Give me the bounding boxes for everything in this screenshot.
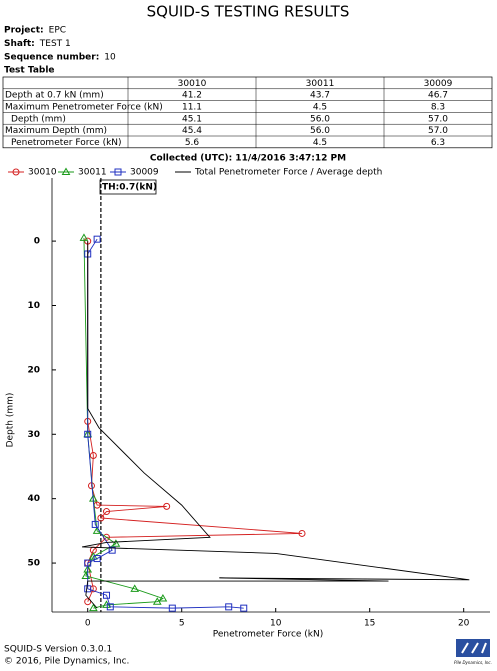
marker bbox=[163, 502, 171, 510]
y-tick-label: 40 bbox=[27, 494, 40, 504]
series-line bbox=[81, 241, 470, 609]
legend-label: 30009 bbox=[130, 168, 159, 178]
field-label: Project: bbox=[4, 26, 44, 36]
marker bbox=[88, 603, 98, 612]
x-tick-label: 5 bbox=[179, 619, 185, 629]
marker bbox=[84, 559, 92, 567]
y-tick-label: 30 bbox=[27, 430, 40, 440]
marker bbox=[93, 555, 101, 563]
marker bbox=[152, 597, 162, 605]
cell: 11.1 bbox=[182, 103, 202, 113]
threshold-label: TH:0.7(kN) bbox=[102, 183, 157, 193]
y-tick-label: 50 bbox=[27, 559, 40, 569]
marker bbox=[158, 593, 168, 602]
marker bbox=[12, 168, 20, 176]
marker bbox=[114, 168, 122, 176]
cell: 57.0 bbox=[428, 114, 448, 124]
marker bbox=[93, 235, 101, 243]
marker bbox=[225, 603, 233, 611]
legend-label: 30010 bbox=[28, 168, 57, 178]
cell: 45.4 bbox=[182, 126, 202, 136]
legend-label: 30011 bbox=[78, 168, 107, 178]
y-tick-label: 0 bbox=[34, 237, 40, 247]
version: SQUID-S Version 0.3.0.1 bbox=[4, 645, 112, 655]
legend-label: Total Penetrometer Force / Average depth bbox=[194, 168, 382, 178]
cell: 56.0 bbox=[310, 114, 330, 124]
row-label: Penetrometer Force (kN) bbox=[11, 138, 122, 148]
cell: 6.3 bbox=[431, 138, 445, 148]
marker bbox=[97, 514, 105, 522]
marker bbox=[103, 508, 111, 516]
column-header: 30010 bbox=[178, 79, 207, 89]
cell: 4.5 bbox=[313, 138, 327, 148]
field-value: EPC bbox=[49, 26, 66, 36]
series-line bbox=[87, 238, 244, 609]
y-axis-label: Depth (mm) bbox=[6, 393, 16, 448]
marker bbox=[130, 584, 140, 592]
marker bbox=[108, 546, 116, 554]
cell: 41.2 bbox=[182, 91, 202, 101]
row-label: Maximum Depth (mm) bbox=[5, 126, 107, 136]
cell: 5.6 bbox=[185, 138, 200, 148]
marker bbox=[79, 233, 89, 241]
series-line bbox=[87, 241, 303, 602]
marker bbox=[84, 585, 92, 593]
cell: 8.3 bbox=[431, 103, 445, 113]
logo-mark bbox=[461, 642, 487, 654]
marker bbox=[106, 603, 114, 611]
copyright: © 2016, Pile Dynamics, Inc. bbox=[4, 657, 129, 667]
marker bbox=[91, 520, 99, 528]
cell: 43.7 bbox=[310, 91, 330, 101]
marker bbox=[168, 604, 176, 612]
x-tick-label: 20 bbox=[458, 619, 470, 629]
cell: 56.0 bbox=[310, 126, 330, 136]
marker bbox=[111, 539, 121, 547]
marker bbox=[88, 552, 98, 560]
marker bbox=[103, 591, 111, 599]
title: SQUID-S TESTING RESULTS bbox=[147, 3, 350, 21]
subtitle: Collected (UTC): 11/4/2016 3:47:12 PM bbox=[150, 154, 346, 164]
marker bbox=[84, 598, 92, 606]
cell: 57.0 bbox=[428, 126, 448, 136]
field-value: TEST 1 bbox=[39, 39, 71, 49]
marker bbox=[102, 600, 111, 608]
x-axis-label: Penetrometer Force (kN) bbox=[213, 630, 324, 640]
column-header: 30009 bbox=[424, 79, 453, 89]
x-tick-label: 10 bbox=[270, 619, 282, 629]
marker bbox=[298, 529, 306, 537]
x-tick-label: 15 bbox=[364, 619, 375, 629]
cell: 46.7 bbox=[428, 91, 448, 101]
cell: 4.5 bbox=[313, 103, 327, 113]
marker bbox=[89, 452, 97, 460]
marker bbox=[84, 430, 92, 438]
row-label: Maximum Penetrometer Force (kN) bbox=[5, 103, 163, 113]
cell: 45.1 bbox=[182, 114, 202, 124]
y-tick-label: 10 bbox=[27, 301, 40, 311]
field-label: Shaft: bbox=[4, 39, 35, 49]
row-label: Depth at 0.7 kN (mm) bbox=[5, 91, 104, 101]
marker bbox=[61, 167, 71, 175]
threshold-box bbox=[99, 179, 157, 195]
field-label: Sequence number: bbox=[4, 53, 99, 63]
field-value: 10 bbox=[104, 53, 116, 63]
y-tick-label: 20 bbox=[27, 365, 40, 375]
logo-text: Pile Dynamics, Inc. bbox=[454, 660, 492, 665]
row-label: Depth (mm) bbox=[11, 114, 66, 124]
table-title: Test Table bbox=[4, 66, 55, 76]
x-tick-label: 0 bbox=[85, 619, 91, 629]
column-header: 30011 bbox=[306, 79, 335, 89]
marker bbox=[240, 604, 248, 612]
